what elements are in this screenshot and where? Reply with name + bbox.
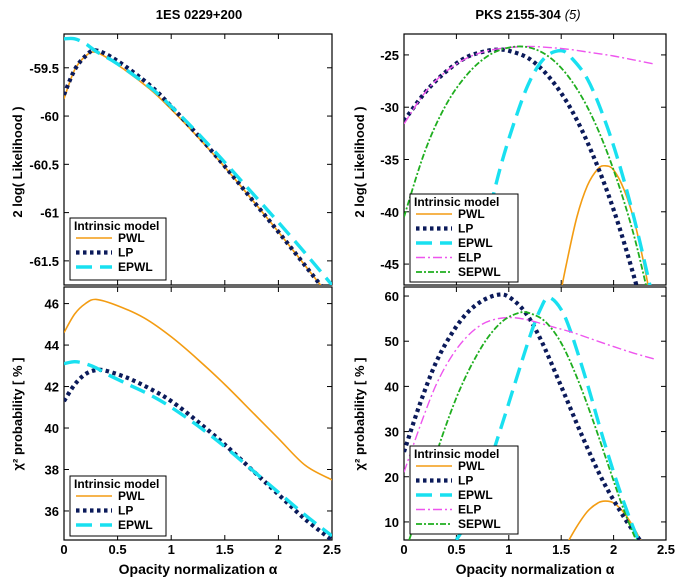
legend-title: Intrinsic model — [414, 447, 499, 461]
legend-entry-elp: ELP — [458, 503, 481, 517]
panel-top-left: -59.5 -60 -60.5 -61 -61.5 Intrinsic modelPWLL… — [29, 33, 333, 286]
legend-box — [409, 445, 519, 535]
ylabel-top-right: 2 log( Likelihood ) — [352, 106, 367, 217]
column-title-left: 1ES 0229+200 — [156, 7, 242, 22]
y-tick-label: -30 — [380, 100, 399, 115]
legend-entry-lp: LP — [458, 474, 473, 488]
legend-entry-pwl: PWL — [118, 489, 145, 503]
x-tick-label: 1.5 — [216, 542, 234, 557]
legend-entry-pwl: PWL — [458, 207, 485, 221]
ylabel-bottom-right: χ² probability [ % ] — [352, 358, 367, 471]
x-tick-label: 0.5 — [109, 542, 127, 557]
legend-entry-sepwl: SEPWL — [458, 517, 501, 531]
y-tick-label: 30 — [385, 425, 399, 440]
x-tick-label: 1 — [168, 542, 175, 557]
legend-entry-epwl: EPWL — [458, 236, 493, 250]
legend-box — [69, 217, 167, 281]
panel-bottom-left: 46 44 42 40 38 36 0 0.5 1 1.5 2 2.5 Intrinsic modelP… — [45, 286, 341, 557]
legend-title: Intrinsic model — [74, 219, 159, 233]
y-tick-label: 40 — [45, 421, 59, 436]
x-tick-label: 0.5 — [447, 542, 465, 557]
x-tick-label: 2.5 — [323, 542, 341, 557]
column-title-right-main: PKS 2155-304 — [475, 7, 561, 22]
series-line-epwl — [64, 36, 332, 285]
legend-entry-pwl: PWL — [118, 231, 145, 245]
series-group — [64, 36, 332, 285]
series-line-pwl — [64, 298, 332, 481]
legend-title: Intrinsic model — [74, 477, 159, 491]
y-tick-label: 38 — [45, 462, 59, 477]
legend-box — [409, 193, 519, 283]
y-tick-label: 36 — [45, 504, 59, 519]
y-tick-label: 50 — [385, 334, 399, 349]
y-tick-label: 42 — [45, 380, 59, 395]
legend-entry-sepwl: SEPWL — [458, 265, 501, 279]
y-tick-label: -60 — [40, 109, 59, 124]
xlabel-right: Opacity normalization α — [456, 561, 615, 577]
x-tick-label: 2 — [275, 542, 282, 557]
y-tick-label: 10 — [385, 515, 399, 530]
series-line-elp — [404, 316, 656, 473]
legend-entry-lp: LP — [458, 222, 473, 236]
y-tick-label: -25 — [380, 48, 399, 63]
panel-bottom-right: 60 50 40 30 20 100 0.5 1 1.5 2 2.5 Intrinsic modelP… — [385, 286, 675, 557]
column-title-right: PKS 2155-304 (5) — [475, 7, 580, 22]
y-tick-label: -35 — [380, 153, 399, 168]
legend-entry-pwl: PWL — [458, 459, 485, 473]
series-line-epwl — [64, 360, 332, 538]
x-tick-label: 1.5 — [552, 542, 570, 557]
x-tick-label: 2 — [610, 542, 617, 557]
series-group — [64, 298, 332, 540]
panel-top-right: -25 -30 -35 -40 -45 Intrinsic modelPWLLPEPWLE… — [380, 33, 667, 286]
series-line-sepwl — [404, 45, 647, 285]
series-line-lp — [404, 292, 643, 540]
y-tick-label: -40 — [380, 205, 399, 220]
x-tick-label: 0 — [400, 542, 407, 557]
ylabel-bottom-left: χ² probability [ % ] — [10, 358, 25, 471]
ylabel-top-left: 2 log( Likelihood ) — [10, 106, 25, 217]
series-line-lp — [64, 48, 324, 285]
legend-entry-epwl: EPWL — [118, 260, 153, 274]
y-tick-label: -60.5 — [29, 157, 59, 172]
legend-title: Intrinsic model — [414, 195, 499, 209]
x-tick-label: 2.5 — [657, 542, 675, 557]
legend-entry-epwl: EPWL — [118, 518, 153, 532]
column-title-right-note: (5) — [565, 7, 581, 22]
y-tick-label: 44 — [45, 338, 60, 353]
y-tick-label: 46 — [45, 297, 59, 312]
y-tick-label: -45 — [380, 257, 399, 272]
x-tick-label: 0 — [60, 542, 67, 557]
series-line-sepwl — [408, 311, 637, 540]
legend-entry-lp: LP — [118, 246, 133, 260]
xlabel-left: Opacity normalization α — [119, 561, 278, 577]
y-tick-label: -59.5 — [29, 61, 59, 76]
y-tick-label: 40 — [385, 379, 399, 394]
legend-entry-lp: LP — [118, 504, 133, 518]
y-tick-label: -61 — [40, 206, 59, 221]
y-tick-label: 20 — [385, 470, 399, 485]
x-tick-label: 1 — [505, 542, 512, 557]
series-line-elp — [404, 45, 656, 125]
legend-entry-epwl: EPWL — [458, 488, 493, 502]
y-tick-label: 60 — [385, 289, 399, 304]
y-tick-label: -61.5 — [29, 254, 59, 269]
legend-entry-elp: ELP — [458, 251, 481, 265]
